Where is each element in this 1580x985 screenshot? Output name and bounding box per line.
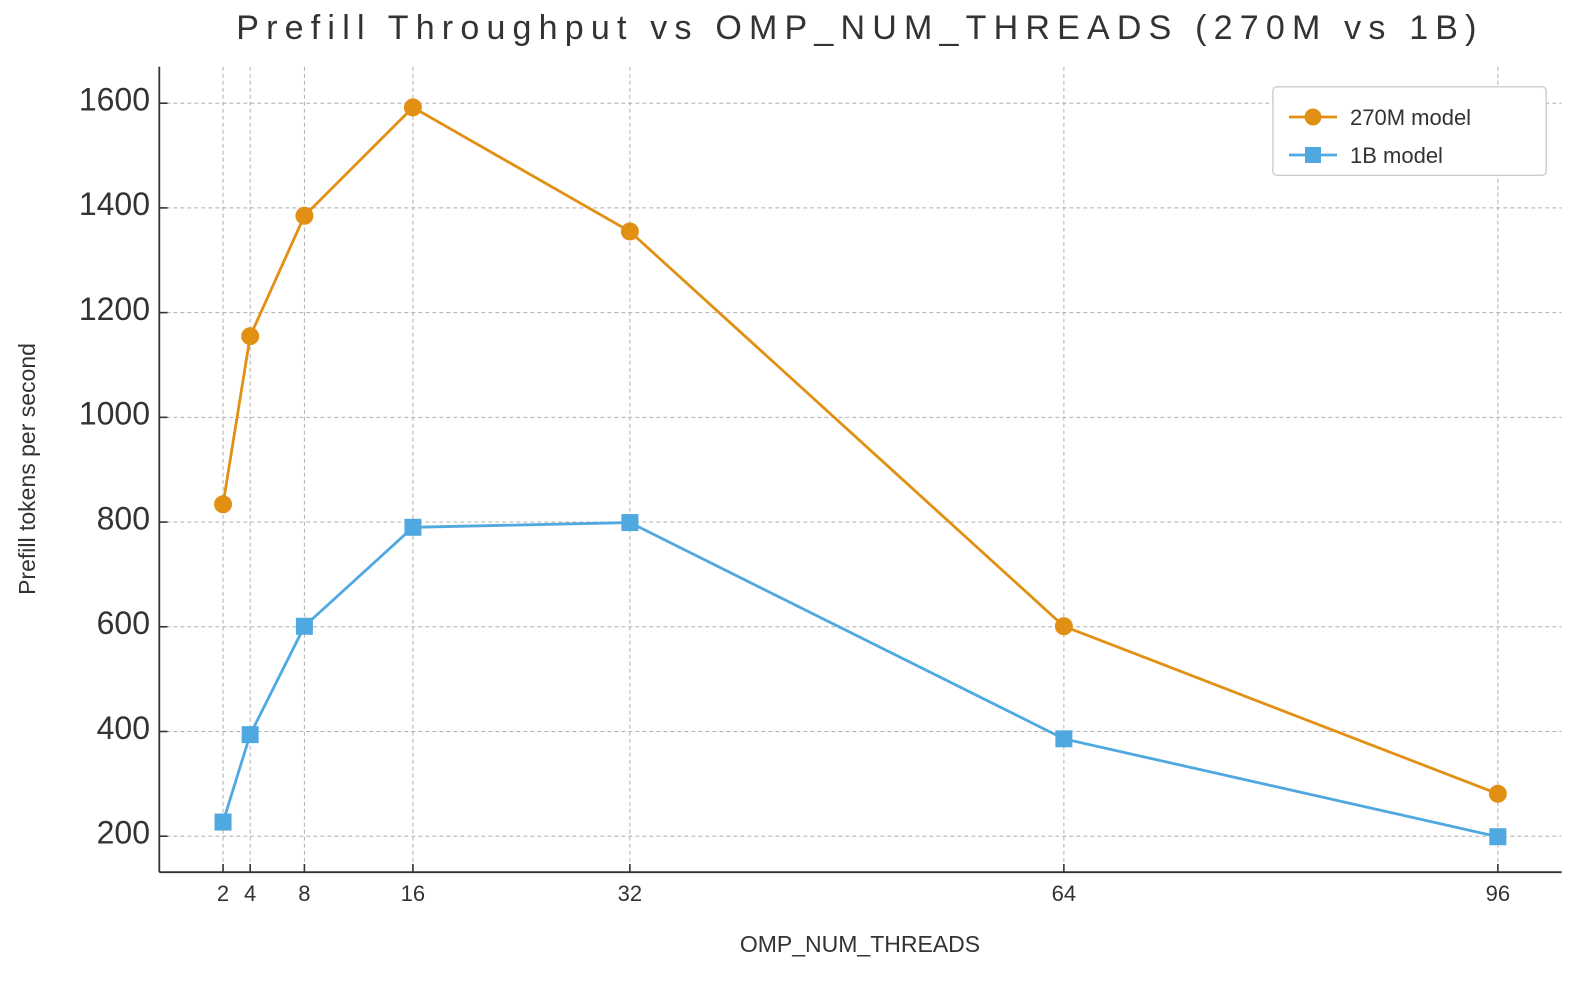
svg-text:1B model: 1B model [1350, 143, 1443, 168]
svg-text:8: 8 [298, 881, 310, 906]
svg-text:64: 64 [1052, 881, 1076, 906]
svg-text:1200: 1200 [79, 291, 150, 327]
svg-text:800: 800 [97, 500, 150, 536]
svg-text:32: 32 [618, 881, 642, 906]
svg-text:96: 96 [1486, 881, 1510, 906]
svg-text:OMP_NUM_THREADS: OMP_NUM_THREADS [740, 931, 980, 957]
svg-text:400: 400 [97, 710, 150, 746]
svg-text:16: 16 [401, 881, 425, 906]
svg-text:4: 4 [244, 881, 256, 906]
svg-text:1400: 1400 [79, 186, 150, 222]
svg-text:1000: 1000 [79, 396, 150, 432]
svg-text:200: 200 [97, 815, 150, 851]
svg-text:2: 2 [217, 881, 229, 906]
svg-text:270M model: 270M model [1350, 105, 1471, 130]
svg-text:1600: 1600 [79, 82, 150, 118]
svg-text:Prefill Throughput vs OMP_NUM_: Prefill Throughput vs OMP_NUM_THREADS (2… [236, 9, 1483, 47]
svg-text:Prefill tokens per second: Prefill tokens per second [14, 343, 40, 595]
svg-text:600: 600 [97, 605, 150, 641]
